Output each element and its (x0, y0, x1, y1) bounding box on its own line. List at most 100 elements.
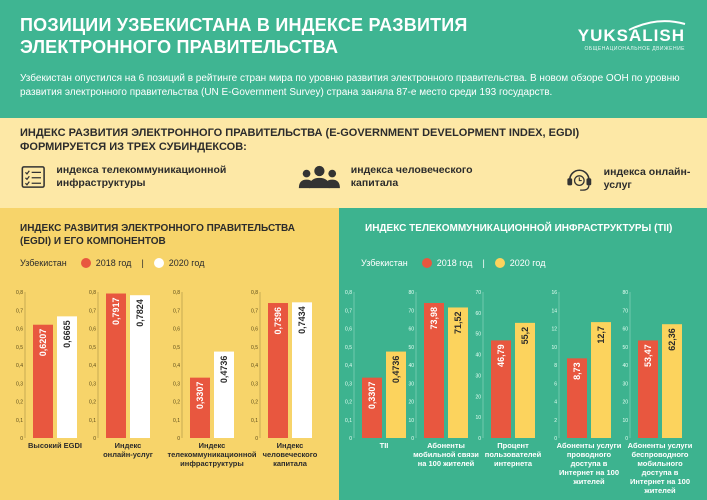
tii-4-ytick: 60 (622, 327, 628, 333)
tii-4-label-2020: 62,36 (667, 328, 677, 351)
tii-2-ytick: 0 (478, 436, 481, 442)
tii-4-ytick: 40 (622, 363, 628, 369)
egdi-0-ytick: 0,5 (16, 345, 23, 351)
tii-1-ytick: 20 (408, 400, 414, 406)
tii-2-ytick: 40 (475, 353, 481, 359)
tii-1-ytick: 50 (408, 345, 414, 351)
tii-1-ytick: 30 (408, 381, 414, 387)
tii-0-label-2018: 0,3307 (367, 382, 377, 410)
subindices-title: ИНДЕКС РАЗВИТИЯ ЭЛЕКТРОННОГО ПРАВИТЕЛЬСТ… (20, 127, 580, 153)
tii-4-ytick: 50 (622, 345, 628, 351)
tii-4-ytick: 70 (622, 308, 628, 314)
tii-2-label-2020: 55,2 (520, 327, 530, 345)
tii-4-ytick: 20 (622, 400, 628, 406)
subindex-human-label: индекса человеческого капитала (350, 164, 473, 189)
egdi-0-ytick: 0,7 (16, 308, 23, 314)
tii-2-category-label: интернета (494, 459, 533, 468)
tii-3-ytick: 2 (554, 418, 557, 424)
egdi-1-category-label: Индекс (115, 441, 142, 450)
egdi-0-ytick: 0,3 (16, 381, 23, 387)
egdi-2-category-label: инфраструктуры (180, 459, 244, 468)
egdi-0-label-2018: 0,6207 (38, 329, 48, 357)
tii-3-ytick: 10 (551, 345, 557, 351)
legend-dot-2020 (153, 258, 164, 268)
egdi-2-ytick: 0,5 (173, 345, 180, 351)
tii-3-ytick: 0 (554, 436, 557, 442)
egdi-2-ytick: 0,8 (173, 290, 180, 296)
tii-0-ytick: 0,1 (345, 418, 352, 424)
egdi-0-bar-2018 (33, 324, 53, 438)
tii-3-category-label: Интернет на 100 (559, 468, 619, 477)
egdi-1-ytick: 0,7 (89, 308, 96, 314)
egdi-1-ytick: 0,3 (89, 381, 96, 387)
tii-4-bar-2020 (662, 324, 682, 438)
egdi-2-ytick: 0,4 (173, 363, 180, 369)
tii-4-ytick: 80 (622, 290, 628, 296)
legend-2018: 2018 год (436, 258, 473, 268)
egdi-0-ytick: 0,4 (16, 363, 23, 369)
tii-0-bar-2020 (386, 351, 406, 438)
egdi-2-ytick: 0,2 (173, 400, 180, 406)
egdi-0-category-label: Высокий EGDI (28, 441, 82, 450)
tii-4-category-label: жителей (643, 486, 676, 495)
tii-1-ytick: 40 (408, 363, 414, 369)
egdi-2-ytick: 0 (177, 436, 180, 442)
tii-0-ytick: 0,4 (345, 363, 352, 369)
checklist-icon (21, 166, 45, 188)
tii-4-label-2018: 53,47 (643, 344, 653, 367)
people-icon (298, 165, 340, 189)
legend-separator: | (482, 258, 485, 268)
tii-3-ytick: 6 (554, 381, 557, 387)
brand-logo: YUKSALISH ОБЩЕНАЦИОНАЛЬНОЕ ДВИЖЕНИЕ (577, 20, 686, 52)
egdi-2-bar-2018 (190, 377, 210, 438)
tii-1-label-2020: 71,52 (453, 311, 463, 334)
egdi-3-category-label: капитала (273, 459, 308, 468)
brand-name: YUKSALISH (577, 26, 685, 45)
swoosh-icon (628, 20, 686, 31)
egdi-2-ytick: 0,1 (173, 418, 180, 424)
legend-dot-2018 (80, 258, 91, 268)
tii-0-label-2020: 0,4736 (391, 356, 401, 384)
egdi-2-ytick: 0,6 (173, 327, 180, 333)
egdi-1-bar-2018 (106, 293, 126, 438)
tii-3-ytick: 8 (554, 363, 557, 369)
tii-0-ytick: 0,8 (345, 290, 352, 296)
egdi-3-ytick: 0,5 (251, 345, 258, 351)
tii-0-ytick: 0,6 (345, 327, 352, 333)
tii-3-bar-2018 (567, 358, 587, 438)
tii-0-ytick: 0,3 (345, 381, 352, 387)
egdi-1-ytick: 0,5 (89, 345, 96, 351)
tii-legend: Узбекистан 2018 год | 2020 год (361, 258, 545, 268)
egdi-3-label-2018: 0,7396 (273, 307, 283, 335)
tii-3-ytick: 4 (554, 400, 557, 406)
tii-0-bar-2018 (362, 377, 382, 438)
egdi-3-ytick: 0,8 (251, 290, 258, 296)
egdi-0-ytick: 0,2 (16, 400, 23, 406)
tii-1-bar-2018 (424, 302, 444, 438)
tii-1-ytick: 60 (408, 327, 414, 333)
tii-3-label-2018: 8,73 (572, 362, 582, 380)
egdi-0-ytick: 0,1 (16, 418, 23, 424)
egdi-3-ytick: 0,4 (251, 363, 258, 369)
egdi-0-ytick: 0,6 (16, 327, 23, 333)
tii-3-ytick: 14 (551, 308, 557, 314)
headset-support-icon (567, 169, 592, 191)
tii-1-bar-2020 (448, 307, 468, 438)
tii-2-bar-2020 (515, 322, 535, 438)
tii-4-ytick: 0 (625, 436, 628, 442)
egdi-3-ytick: 0,1 (251, 418, 258, 424)
tii-1-ytick: 80 (408, 290, 414, 296)
subindex-online: индекса онлайн-услуг (565, 162, 695, 196)
egdi-1-ytick: 0,6 (89, 327, 96, 333)
egdi-1-category-label: онлайн-услуг (103, 450, 153, 459)
egdi-3-bar-2018 (268, 303, 288, 438)
tii-3-category-label: проводного (567, 450, 612, 459)
tii-4-category-label: беспроводного (631, 450, 688, 459)
egdi-2-ytick: 0,7 (173, 308, 180, 314)
subindex-telecom: индекса телекоммуникационной инфраструкт… (20, 162, 260, 192)
brand-tagline: ОБЩЕНАЦИОНАЛЬНОЕ ДВИЖЕНИЕ (584, 46, 685, 52)
tii-0-ytick: 0,5 (345, 345, 352, 351)
tii-2-category-label: Процент (497, 441, 529, 450)
tii-3-category-label: Абоненты услуги (557, 441, 622, 450)
tii-chart-title: ИНДЕКС ТЕЛЕКОММУНИКАЦИОННОЙ ИНФРАСТРУКТУ… (365, 223, 673, 234)
